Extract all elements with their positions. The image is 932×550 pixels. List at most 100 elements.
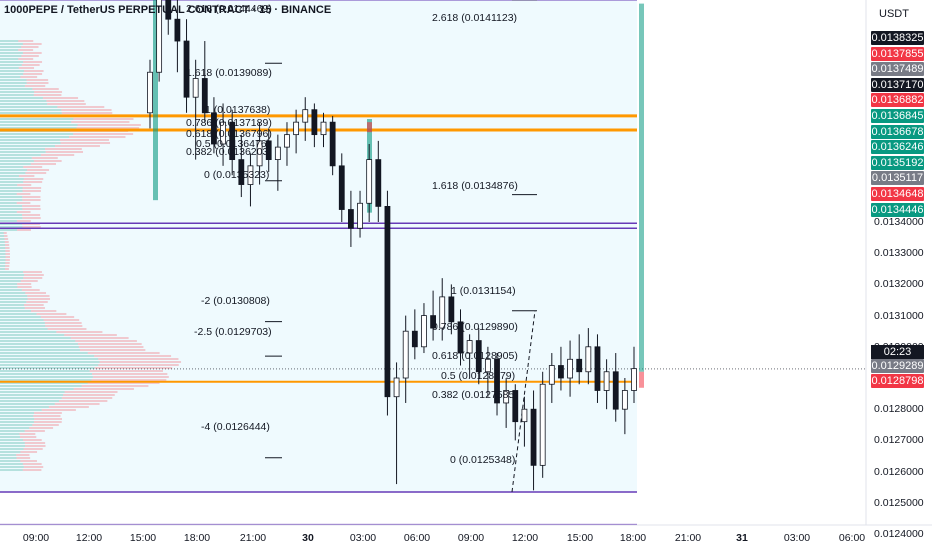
volume-row-down xyxy=(92,373,168,375)
volume-row-up xyxy=(0,79,27,81)
volume-row-down xyxy=(76,127,140,129)
volume-row-up xyxy=(0,259,6,261)
candle-up xyxy=(293,121,300,136)
volume-row-down xyxy=(16,193,31,195)
volume-row-up xyxy=(0,295,28,297)
price-tag: 0.0136882 xyxy=(871,93,924,108)
volume-row-down xyxy=(36,313,67,315)
price-tag: 0.0135192 xyxy=(871,155,924,170)
volume-row-down xyxy=(23,448,43,450)
currency-label[interactable]: USDT xyxy=(879,8,909,20)
volume-row-up xyxy=(0,73,24,75)
volume-row-up xyxy=(0,109,62,111)
volume-row-down xyxy=(89,370,163,372)
volume-row-up xyxy=(0,106,58,108)
candle-down xyxy=(183,40,190,98)
fib-trend-line xyxy=(511,310,536,493)
volume-row-down xyxy=(3,232,7,234)
volume-row-up xyxy=(0,94,34,96)
candle-down xyxy=(530,408,537,466)
fib-label: 0.5 (0.0128279) xyxy=(441,370,516,382)
volume-row-down xyxy=(59,400,108,402)
volume-row-down xyxy=(24,307,45,309)
volume-row-up xyxy=(0,157,32,159)
volume-row-down xyxy=(25,292,46,294)
volume-row-up xyxy=(0,283,18,285)
volume-row-up xyxy=(0,304,25,306)
volume-row-down xyxy=(94,367,173,369)
time-tick-label: 06:00 xyxy=(403,532,431,544)
volume-row-up xyxy=(0,100,47,102)
volume-row-down xyxy=(22,208,41,210)
fib-label: 0.5 (0.0136476) xyxy=(196,138,271,150)
volume-row-down xyxy=(61,112,113,114)
time-tick-label: 06:00 xyxy=(838,532,866,544)
volume-row-up xyxy=(0,433,20,435)
volume-row-up xyxy=(0,442,25,444)
volume-row-up xyxy=(0,172,26,174)
candle-up xyxy=(357,202,363,229)
volume-row-down xyxy=(42,97,79,99)
volume-row-down xyxy=(79,349,146,351)
fib-label: 1.618 (0.0139089) xyxy=(186,67,272,79)
volume-row-up xyxy=(0,247,6,249)
volume-row-down xyxy=(22,196,41,198)
volume-row-down xyxy=(24,430,45,432)
volume-row-up xyxy=(0,151,46,153)
candle-up xyxy=(402,330,409,379)
volume-row-down xyxy=(26,301,48,303)
volume-row-up xyxy=(0,301,27,303)
volume-row-up xyxy=(0,43,23,45)
candle-down xyxy=(594,346,601,391)
candle-down xyxy=(384,205,391,398)
volume-row-up xyxy=(0,139,60,141)
volume-row-down xyxy=(16,211,31,213)
volume-row-up xyxy=(0,349,80,351)
volume-row-up xyxy=(0,205,23,207)
volume-row-down xyxy=(33,421,62,423)
price-tag: 0.0137855 xyxy=(871,46,924,61)
volume-row-down xyxy=(34,412,62,414)
volume-row-up xyxy=(0,310,31,312)
candle-down xyxy=(448,296,455,323)
volume-row-up xyxy=(0,70,24,72)
volume-row-up xyxy=(0,46,22,48)
volume-row-up xyxy=(0,166,24,168)
volume-row-down xyxy=(33,160,62,162)
volume-row-down xyxy=(87,352,160,354)
fibonacci-drawings[interactable] xyxy=(0,0,866,526)
candle-down xyxy=(201,78,208,114)
volume-row-down xyxy=(73,133,134,135)
volume-row-down xyxy=(61,109,112,111)
volume-row-down xyxy=(5,265,10,267)
volume-row-down xyxy=(5,253,10,255)
volume-row-up xyxy=(0,85,25,87)
volume-row-down xyxy=(16,457,31,459)
volume-row-down xyxy=(92,376,169,378)
time-tick-label: 03:00 xyxy=(783,532,811,544)
volume-row-down xyxy=(56,331,103,333)
volume-row-down xyxy=(73,388,134,390)
volume-row-down xyxy=(25,445,46,447)
volume-row-up xyxy=(0,376,93,378)
candle-up xyxy=(393,377,400,398)
volume-row-up xyxy=(0,181,24,183)
time-tick-label: 31 xyxy=(736,532,748,544)
volume-row-down xyxy=(45,151,83,153)
candle-up xyxy=(439,296,446,329)
volume-row-up xyxy=(0,289,22,291)
volume-row-down xyxy=(44,148,82,150)
symbol-title[interactable]: 1000PEPE / TetherUS PERPETUAL CONTRACT ·… xyxy=(4,4,332,16)
candle-down xyxy=(512,390,519,423)
candle-up xyxy=(366,159,373,204)
volume-row-up xyxy=(0,406,49,408)
volume-row-up xyxy=(0,97,43,99)
candle-down xyxy=(265,140,272,161)
candle-down xyxy=(174,18,181,42)
candle-up xyxy=(274,146,281,160)
volume-row-down xyxy=(23,271,42,273)
candle-down xyxy=(457,321,464,354)
volume-row-up xyxy=(0,340,76,342)
volume-row-up xyxy=(0,55,22,57)
